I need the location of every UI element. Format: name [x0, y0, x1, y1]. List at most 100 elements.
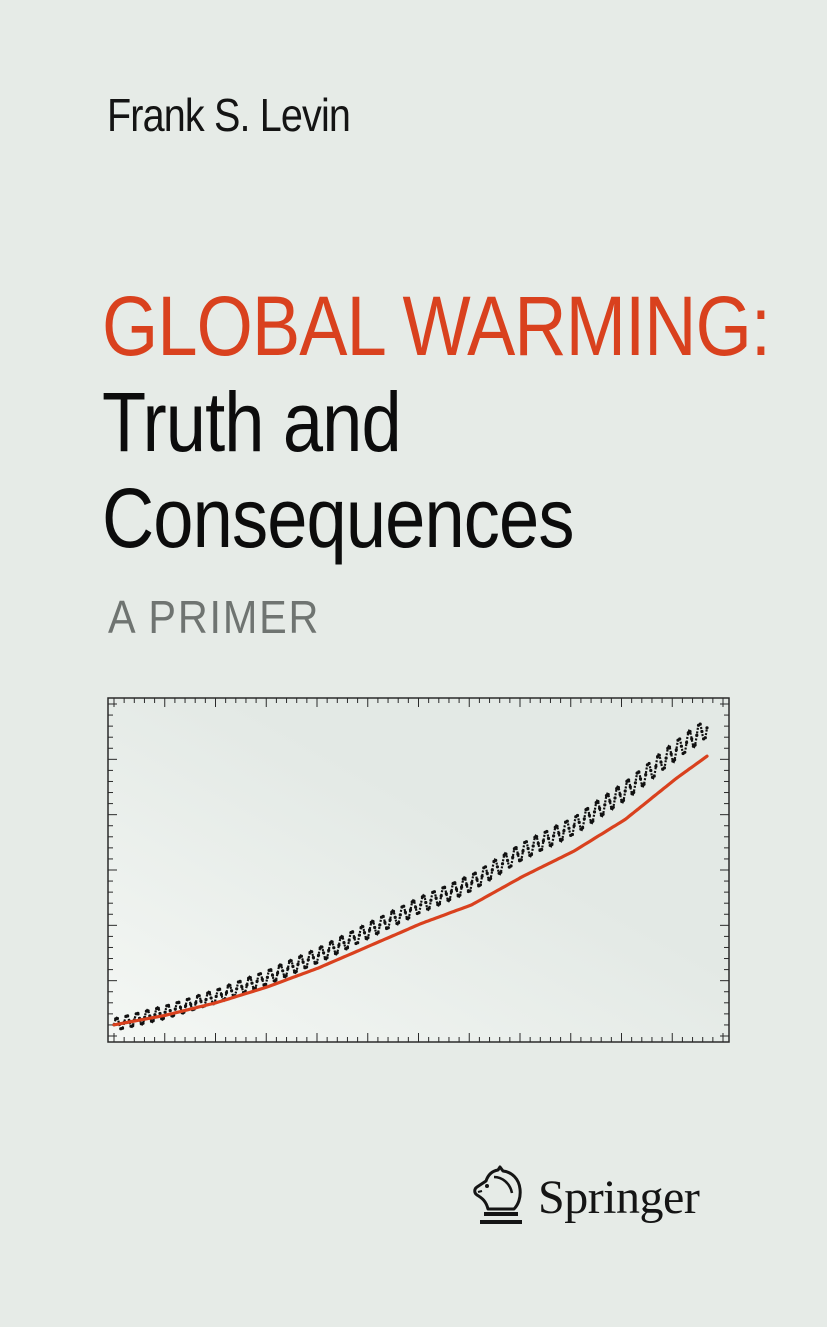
- data-point: [546, 836, 551, 841]
- data-point: [276, 971, 280, 975]
- data-point: [582, 817, 586, 821]
- data-point: [330, 940, 334, 944]
- data-point: [572, 824, 576, 828]
- data-point: [383, 920, 387, 925]
- data-point: [264, 982, 268, 987]
- data-point: [281, 969, 285, 973]
- data-point: [356, 941, 360, 945]
- data-point: [674, 748, 678, 752]
- data-point: [521, 849, 525, 853]
- data-point: [688, 729, 692, 734]
- data-point: [540, 847, 544, 852]
- data-point: [557, 831, 561, 835]
- data-point: [698, 722, 702, 726]
- data-point: [560, 837, 564, 842]
- data-point: [432, 890, 436, 894]
- series-trend-line: [112, 754, 709, 1027]
- data-point: [337, 943, 341, 947]
- data-point: [705, 726, 709, 730]
- data-point: [178, 1005, 183, 1010]
- data-point: [632, 790, 636, 795]
- data-point: [305, 965, 309, 969]
- data-point: [345, 946, 350, 950]
- data-point: [581, 826, 585, 830]
- data-point: [340, 935, 344, 939]
- data-point: [311, 955, 315, 960]
- data-point: [616, 785, 621, 790]
- data-point: [240, 985, 244, 989]
- data-point: [628, 785, 632, 789]
- data-point: [478, 883, 482, 887]
- data-point: [473, 871, 477, 875]
- data-point: [120, 1026, 125, 1030]
- data-point: [458, 893, 462, 897]
- data-point: [228, 983, 232, 987]
- data-point: [603, 803, 607, 807]
- data-point: [422, 894, 426, 898]
- data-point: [693, 743, 697, 747]
- data-point: [483, 865, 488, 869]
- data-point: [633, 781, 638, 785]
- data-point: [657, 753, 661, 757]
- data-point: [245, 983, 249, 987]
- data-point: [500, 862, 505, 866]
- data-point: [398, 913, 402, 917]
- data-point: [153, 1013, 157, 1017]
- data-point: [296, 962, 300, 966]
- data-point: [480, 874, 484, 878]
- data-point: [638, 777, 643, 781]
- data-point: [194, 1001, 198, 1005]
- data-point: [299, 954, 303, 958]
- book-subtitle: A PRIMER: [108, 591, 321, 643]
- data-point: [163, 1010, 167, 1014]
- data-point: [412, 899, 416, 903]
- chart-plot-area: [107, 697, 730, 1043]
- data-point: [679, 744, 684, 748]
- data-point: [669, 752, 673, 756]
- data-point: [316, 953, 321, 957]
- data-point: [199, 999, 203, 1003]
- data-point: [141, 1021, 145, 1025]
- data-point: [664, 756, 668, 760]
- data-point: [536, 841, 540, 846]
- data-point: [325, 956, 329, 960]
- data-point: [417, 911, 421, 915]
- data-point: [197, 994, 201, 998]
- data-point: [335, 951, 339, 955]
- data-point: [489, 876, 493, 881]
- book-title: GLOBAL WARMING: Truth and Consequences: [102, 278, 771, 566]
- data-point: [444, 892, 448, 896]
- data-point: [352, 936, 356, 940]
- data-point: [158, 1011, 162, 1016]
- data-point: [703, 736, 707, 740]
- data-point: [529, 852, 534, 857]
- data-point: [541, 839, 546, 843]
- data-point: [238, 979, 242, 984]
- data-point: [601, 812, 605, 816]
- data-point: [606, 792, 610, 797]
- title-line-1: GLOBAL WARMING:: [102, 279, 771, 373]
- data-point: [562, 829, 566, 833]
- data-point: [136, 1011, 140, 1015]
- data-point: [649, 768, 653, 773]
- data-point: [230, 989, 234, 993]
- data-point: [166, 1003, 171, 1008]
- data-point: [591, 819, 595, 823]
- data-point: [623, 789, 627, 793]
- data-point: [362, 931, 367, 935]
- title-line-3: Consequences: [102, 471, 574, 565]
- data-point: [320, 945, 324, 949]
- data-point: [470, 881, 474, 885]
- data-point: [289, 959, 293, 963]
- data-point: [269, 968, 273, 972]
- data-point: [403, 910, 407, 914]
- title-line-2: Truth and: [102, 375, 402, 469]
- data-point: [448, 897, 452, 902]
- data-point: [509, 864, 513, 868]
- data-point: [443, 885, 447, 889]
- data-point: [218, 987, 222, 991]
- data-point: [131, 1024, 135, 1028]
- data-point: [427, 906, 431, 910]
- data-point: [306, 958, 310, 962]
